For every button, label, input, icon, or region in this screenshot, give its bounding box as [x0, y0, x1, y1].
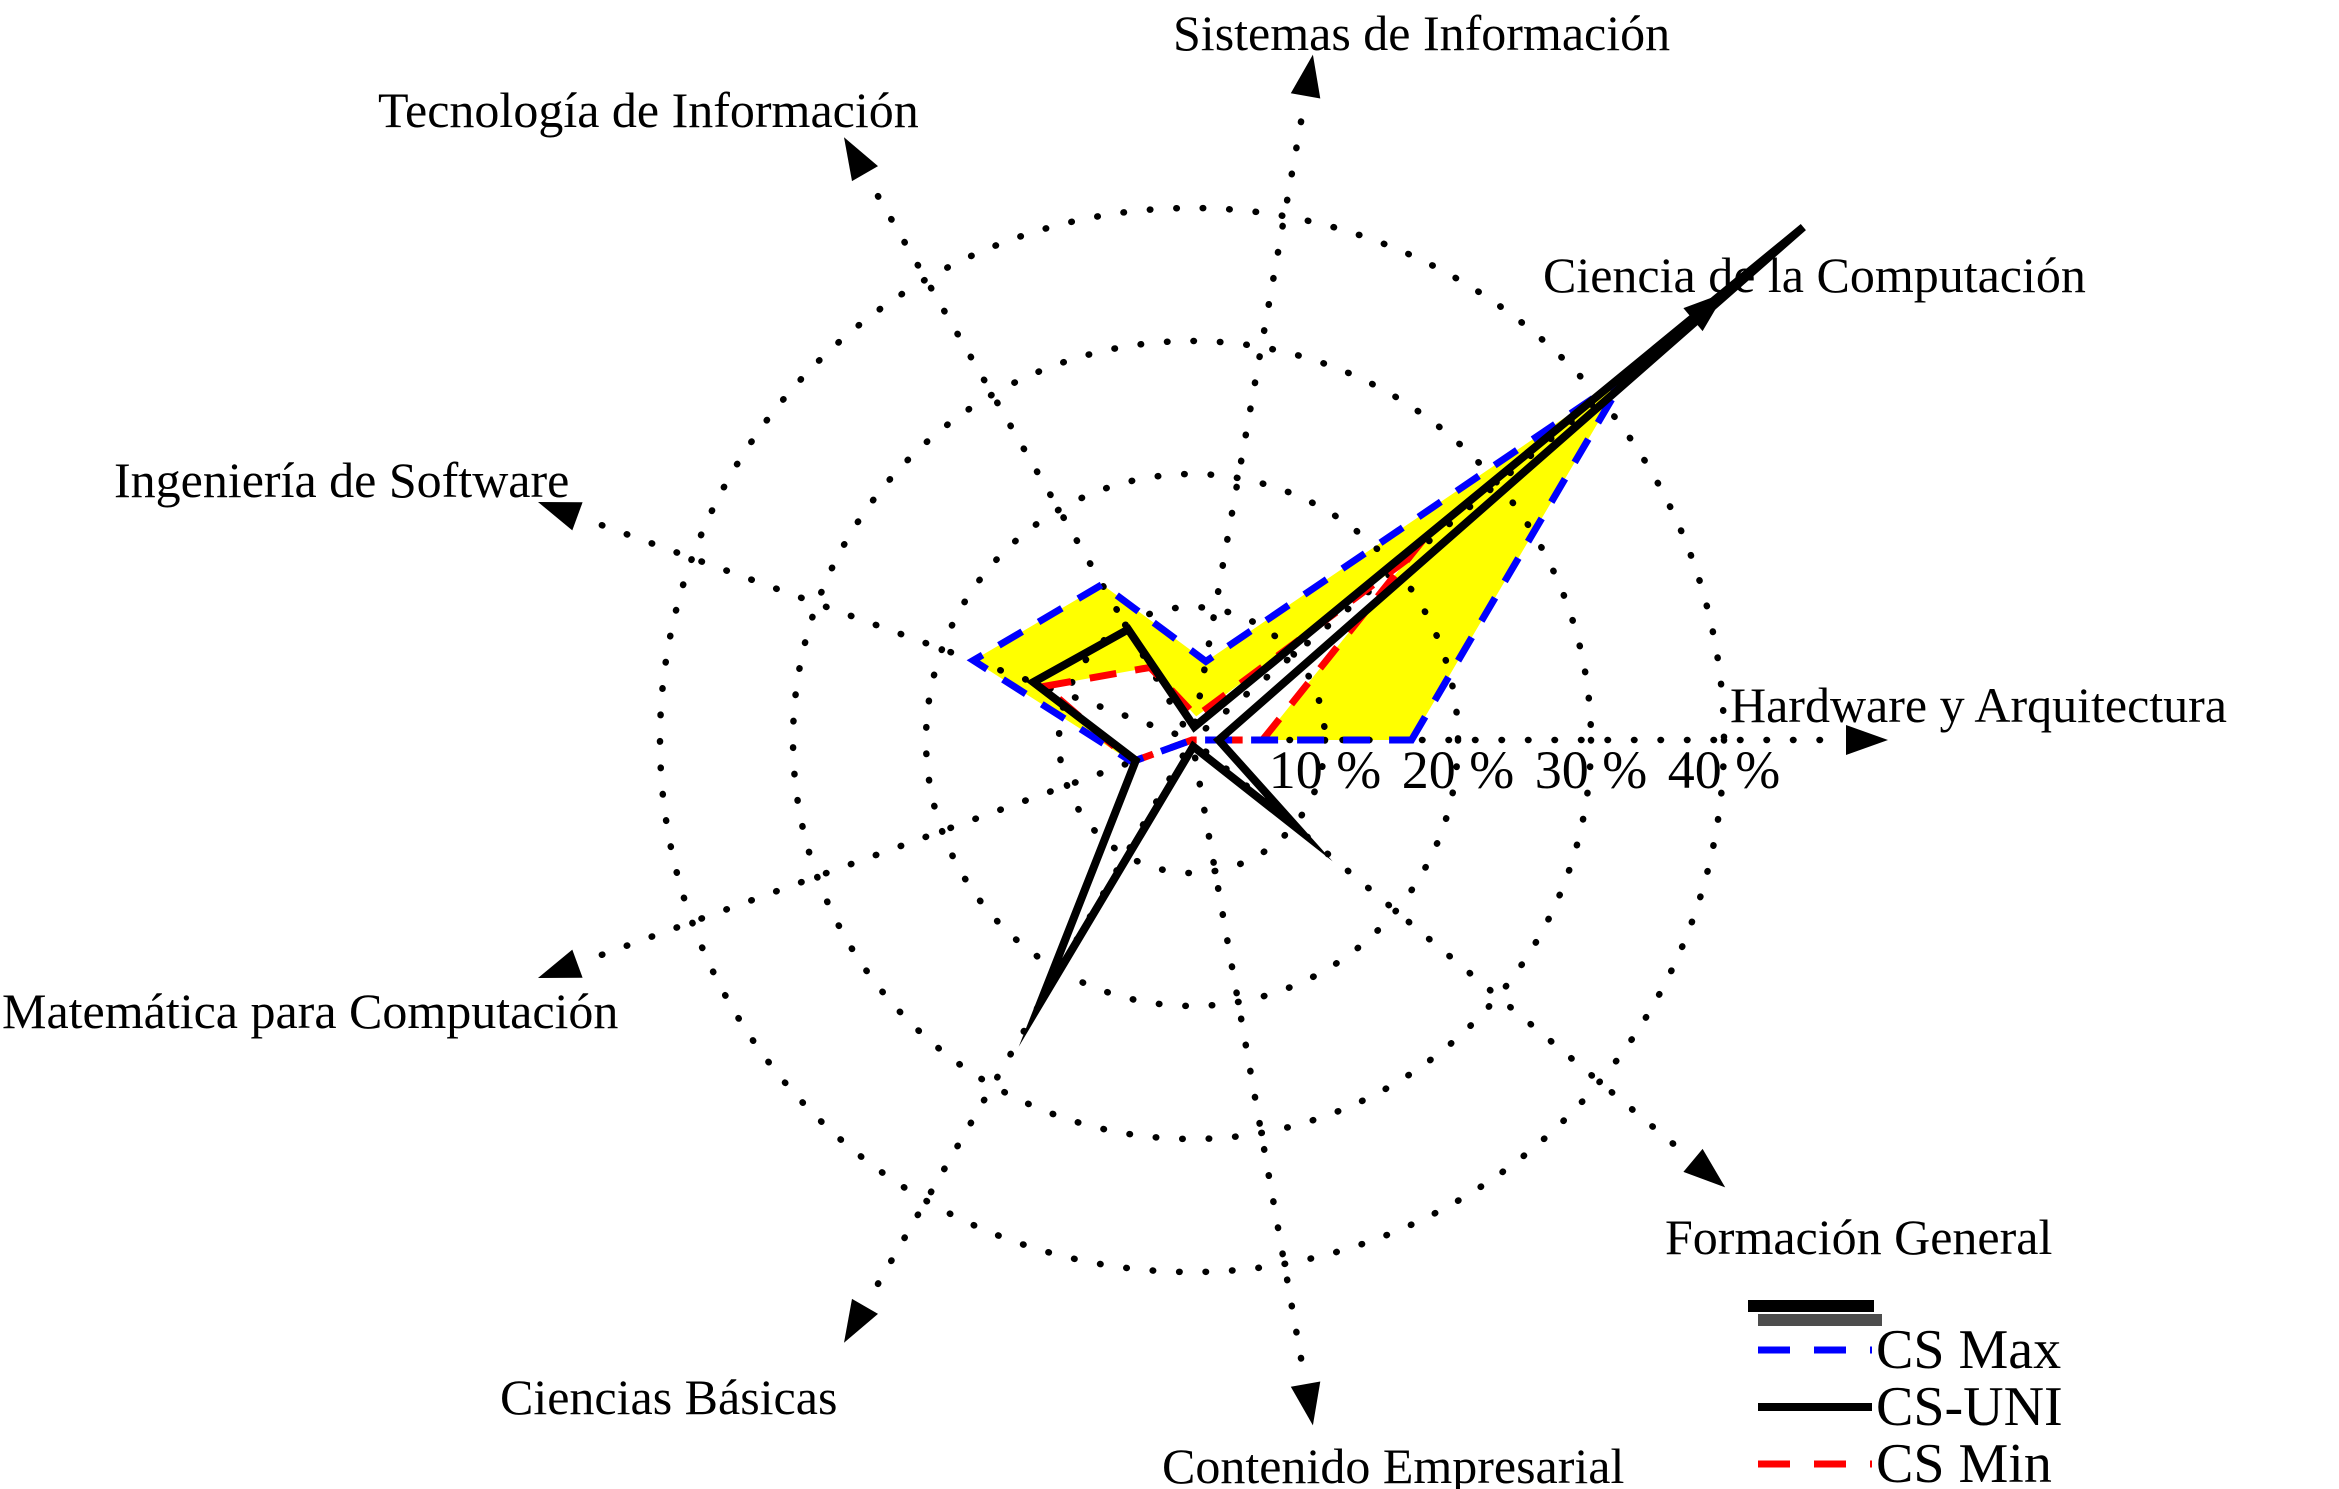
axis-arrow-4 — [577, 514, 1179, 738]
min-max-band — [973, 376, 1625, 762]
grid-circle-20 — [922, 470, 1462, 1010]
legend-label-cs-max: CS Max — [1876, 1319, 2061, 1381]
grid-circle-30 — [789, 337, 1595, 1143]
axis-arrow-5 — [577, 742, 1179, 966]
grid-circle-10 — [1055, 603, 1329, 877]
axis-arrow-1 — [1202, 318, 1694, 732]
legend-bar-gray — [1758, 1314, 1882, 1326]
radial-tick-label-40: 40 % — [1668, 740, 1780, 800]
axis-label-sistemas-de-informacion: Sistemas de Información — [1173, 5, 1670, 61]
axis-arrowhead-6 — [844, 1298, 878, 1343]
radial-tick-label-30: 30 % — [1535, 740, 1647, 800]
legend-bar-black — [1748, 1300, 1874, 1312]
axis-label-ingenieria-de-software: Ingeniería de Software — [114, 452, 569, 508]
grid-circle-40 — [656, 204, 1728, 1276]
series-cs-max-line — [966, 365, 1636, 766]
axis-label-ciencia-de-la-computacion: Ciencia de la Computación — [1543, 247, 2086, 303]
axis-arrowhead-4 — [538, 502, 583, 531]
axis-label-tecnologia-de-informacion: Tecnología de Información — [378, 82, 919, 138]
axis-arrowhead-8 — [1683, 1148, 1726, 1188]
axis-arrow-2 — [1191, 96, 1309, 726]
radial-tick-label-20: 20 % — [1402, 740, 1514, 800]
axis-label-matematica-para-computacion: Matemática para Computación — [2, 983, 618, 1039]
polar-grid — [656, 204, 1728, 1276]
axis-label-ciencias-basicas: Ciencias Básicas — [500, 1369, 837, 1425]
series-cs-uni-line — [1018, 224, 1806, 1047]
axis-arrowhead-2 — [1290, 54, 1321, 99]
axis-label-formacion-general: Formación General — [1665, 1209, 2052, 1265]
legend-label-cs-uni: CS-UNI — [1876, 1376, 2063, 1438]
axis-labels: Hardware y Arquitectura Ciencia de la Co… — [2, 5, 2227, 1489]
axis-arrowhead-5 — [538, 949, 583, 978]
legend: CS Max CS-UNI CS Min — [1748, 1300, 2063, 1489]
axis-label-contenido-empresarial: Contenido Empresarial — [1162, 1438, 1624, 1489]
axis-arrow-7 — [1191, 754, 1309, 1384]
axis-label-hardware-y-arquitectura: Hardware y Arquitectura — [1730, 677, 2227, 733]
radial-tick-labels: 10 % 20 % 30 % 40 % — [1269, 740, 1780, 800]
axis-arrowhead-7 — [1290, 1381, 1321, 1426]
legend-label-cs-min: CS Min — [1876, 1433, 2052, 1489]
axis-arrowhead-0 — [1846, 725, 1888, 755]
axis-arrowhead-3 — [844, 137, 878, 182]
radial-tick-label-10: 10 % — [1269, 740, 1381, 800]
